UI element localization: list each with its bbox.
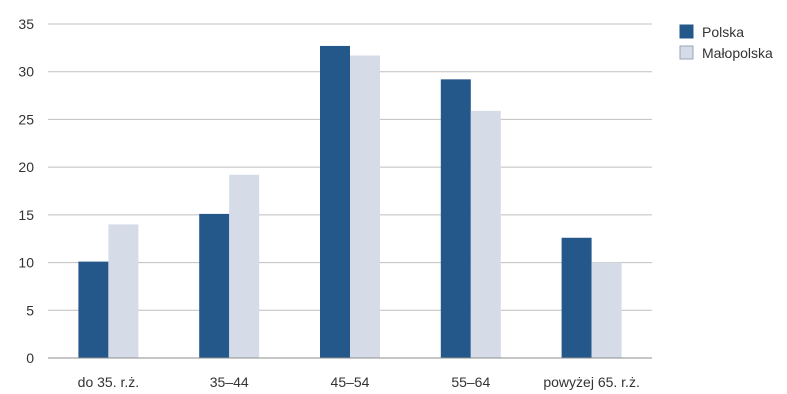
legend-label-polska: Polska bbox=[702, 24, 744, 40]
y-tick-label: 15 bbox=[18, 207, 34, 223]
y-tick-label: 30 bbox=[18, 64, 34, 80]
x-tick-label: 55–64 bbox=[451, 374, 490, 390]
bars bbox=[78, 45, 622, 359]
legend-swatch-polska bbox=[679, 24, 694, 39]
bar-malopolska-4 bbox=[591, 262, 622, 358]
bar-polska-2 bbox=[320, 45, 350, 358]
y-tick-label: 0 bbox=[26, 350, 34, 366]
bar-polska-3 bbox=[440, 79, 471, 358]
legend-swatch-malopolska bbox=[679, 45, 694, 60]
x-tick-label: 35–44 bbox=[210, 374, 249, 390]
x-tick-label: 45–54 bbox=[331, 374, 370, 390]
bar-malopolska-2 bbox=[350, 55, 380, 359]
y-tick-label: 5 bbox=[26, 302, 34, 318]
x-tick-label: powyżej 65. r.ż. bbox=[543, 374, 640, 390]
bar-polska-1 bbox=[199, 213, 230, 358]
y-tick-label: 25 bbox=[18, 111, 34, 127]
y-tick-label: 20 bbox=[18, 159, 34, 175]
bar-malopolska-1 bbox=[229, 174, 260, 358]
legend: Polska Małopolska bbox=[679, 24, 773, 61]
x-tick-label: do 35. r.ż. bbox=[78, 374, 139, 390]
bar-malopolska-3 bbox=[470, 110, 501, 358]
legend-label-malopolska: Małopolska bbox=[702, 45, 773, 61]
bar-polska-4 bbox=[561, 237, 592, 358]
bar-polska-0 bbox=[78, 261, 109, 358]
x-axis-tick-labels: do 35. r.ż. 35–44 45–54 55–64 powyżej 65. r.… bbox=[78, 374, 640, 390]
y-tick-label: 35 bbox=[18, 16, 34, 32]
bar-malopolska-0 bbox=[108, 224, 139, 358]
y-axis-tick-labels: 0 5 10 15 20 25 30 35 bbox=[18, 16, 34, 366]
y-tick-label: 10 bbox=[18, 255, 34, 271]
